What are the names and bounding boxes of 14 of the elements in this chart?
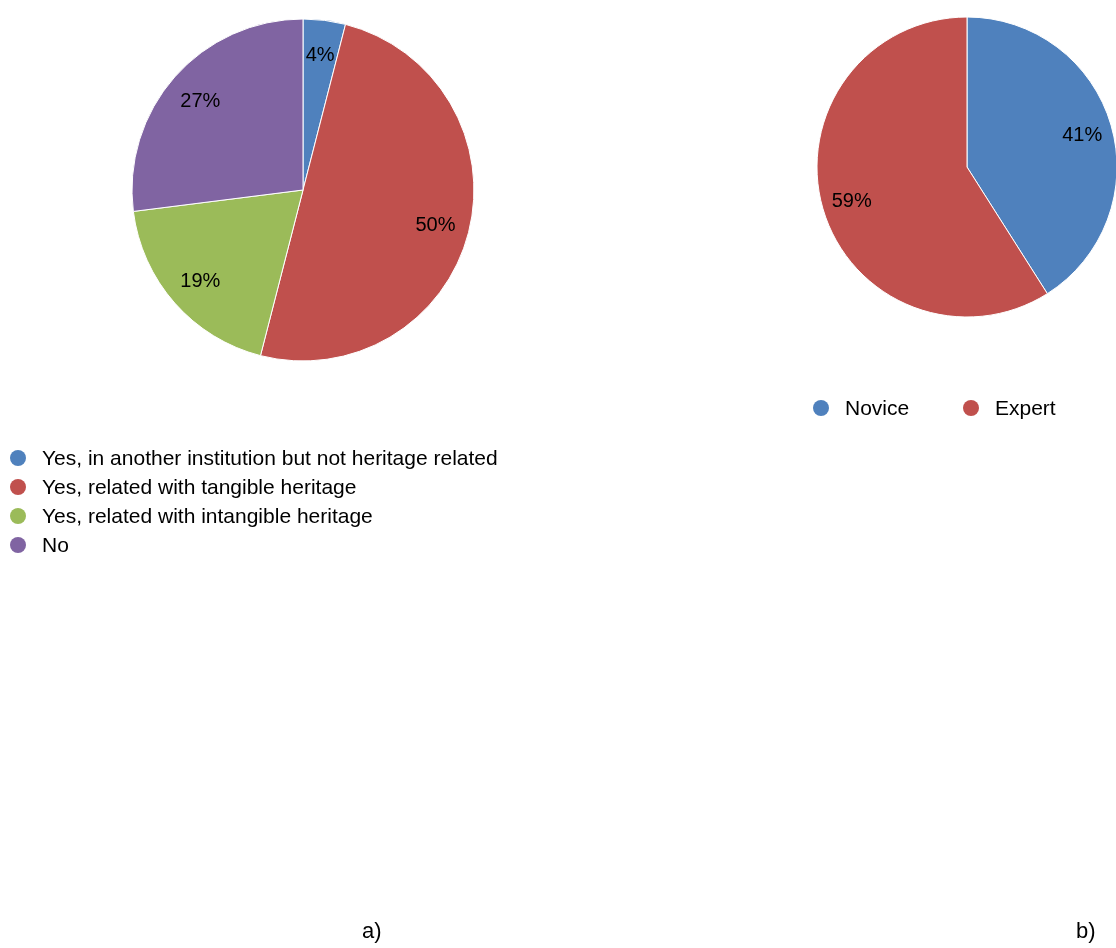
data-label: 27% bbox=[180, 88, 221, 111]
data-label: 50% bbox=[415, 213, 456, 236]
data-label: 4% bbox=[305, 43, 335, 66]
legend-label: No bbox=[42, 532, 69, 558]
legend-label: Yes, in another institution but not heritage related bbox=[42, 445, 498, 471]
legend-label: Expert bbox=[995, 395, 1056, 421]
text: b) bbox=[1076, 918, 1096, 944]
data-label: 19% bbox=[180, 269, 221, 292]
legend-label: Novice bbox=[845, 395, 910, 421]
data-label: 41% bbox=[1062, 122, 1103, 145]
legend-label: Yes, related with intangible heritage bbox=[42, 503, 373, 529]
data-label: 59% bbox=[831, 189, 872, 212]
text: a) bbox=[362, 918, 382, 944]
legend-label: Yes, related with tangible heritage bbox=[42, 474, 357, 500]
